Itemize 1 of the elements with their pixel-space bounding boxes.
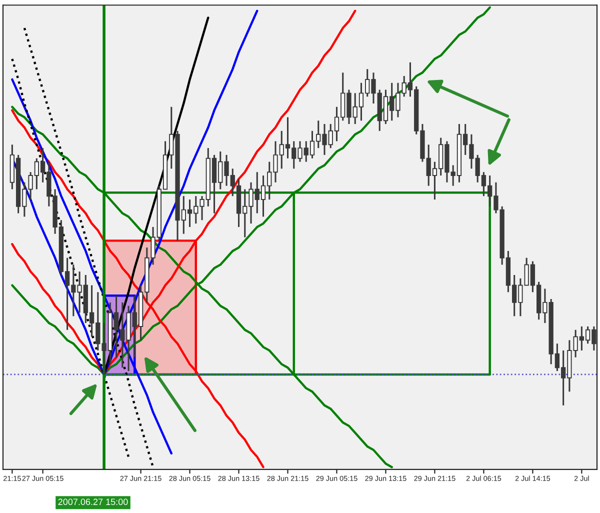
text: 2007.06.27 15:00	[58, 498, 128, 506]
